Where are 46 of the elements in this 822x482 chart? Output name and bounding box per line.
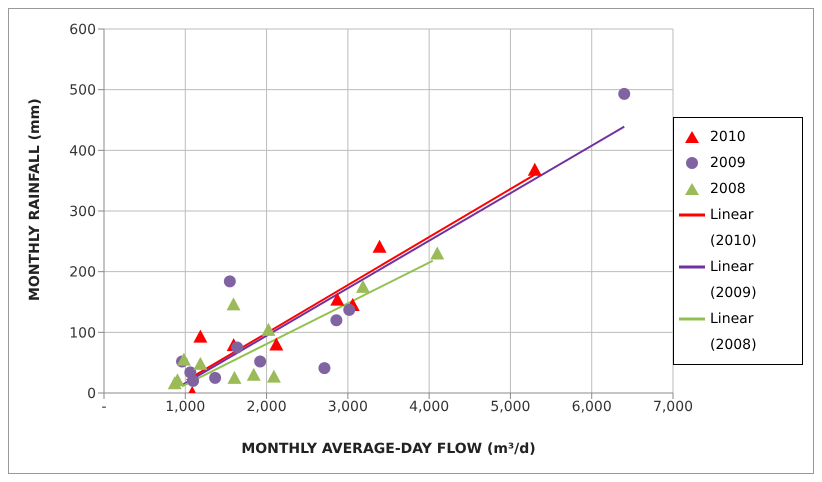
point — [269, 337, 284, 350]
legend-label: 2008 — [710, 180, 746, 199]
x-tick-label: 6,000 — [572, 398, 612, 415]
point — [224, 275, 236, 288]
point — [227, 370, 242, 384]
point — [330, 292, 344, 306]
point — [528, 162, 542, 176]
y-tick-label: 100 — [69, 325, 96, 342]
x-axis-title: MONTHLY AVERAGE-DAY FLOW (m³/d) — [241, 441, 536, 457]
point — [209, 372, 222, 384]
point — [226, 297, 240, 310]
y-tick-label: 500 — [69, 82, 96, 99]
point — [266, 370, 281, 383]
x-tick-label: 7,000 — [652, 398, 694, 415]
x-tick-label: 5,000 — [490, 398, 530, 415]
point — [254, 355, 266, 368]
point — [618, 88, 630, 100]
legend-label: 2009 — [710, 154, 746, 173]
x-tick-label: 4,000 — [409, 398, 450, 415]
legend-label: Linear (2009) — [710, 258, 758, 303]
point — [193, 356, 208, 370]
point — [193, 330, 208, 343]
y-axis-title: MONTHLY RAINFALL (mm) — [26, 98, 43, 301]
y-tick-label: 300 — [69, 204, 96, 220]
y-tick-label: 0 — [87, 386, 96, 402]
point — [372, 240, 387, 253]
point — [430, 246, 444, 260]
x-tick-label: - — [101, 398, 107, 415]
point — [176, 352, 191, 366]
x-tick-label: 3,000 — [328, 398, 368, 415]
x-tick-label: 2,000 — [246, 398, 287, 415]
point — [343, 304, 356, 316]
point — [356, 280, 370, 293]
point — [231, 342, 244, 354]
legend-label: 2010 — [710, 128, 746, 147]
y-tick-label: 600 — [69, 22, 96, 38]
point — [330, 314, 342, 326]
legend-label: Linear (2010) — [710, 206, 758, 251]
point — [318, 362, 330, 374]
point — [246, 368, 261, 381]
y-tick-label: 400 — [69, 143, 96, 160]
x-tick-label: 1,000 — [165, 398, 206, 415]
y-tick-label: 200 — [69, 264, 96, 281]
legend-label: Linear (2008) — [710, 310, 758, 355]
point — [187, 374, 200, 387]
point — [261, 322, 276, 336]
